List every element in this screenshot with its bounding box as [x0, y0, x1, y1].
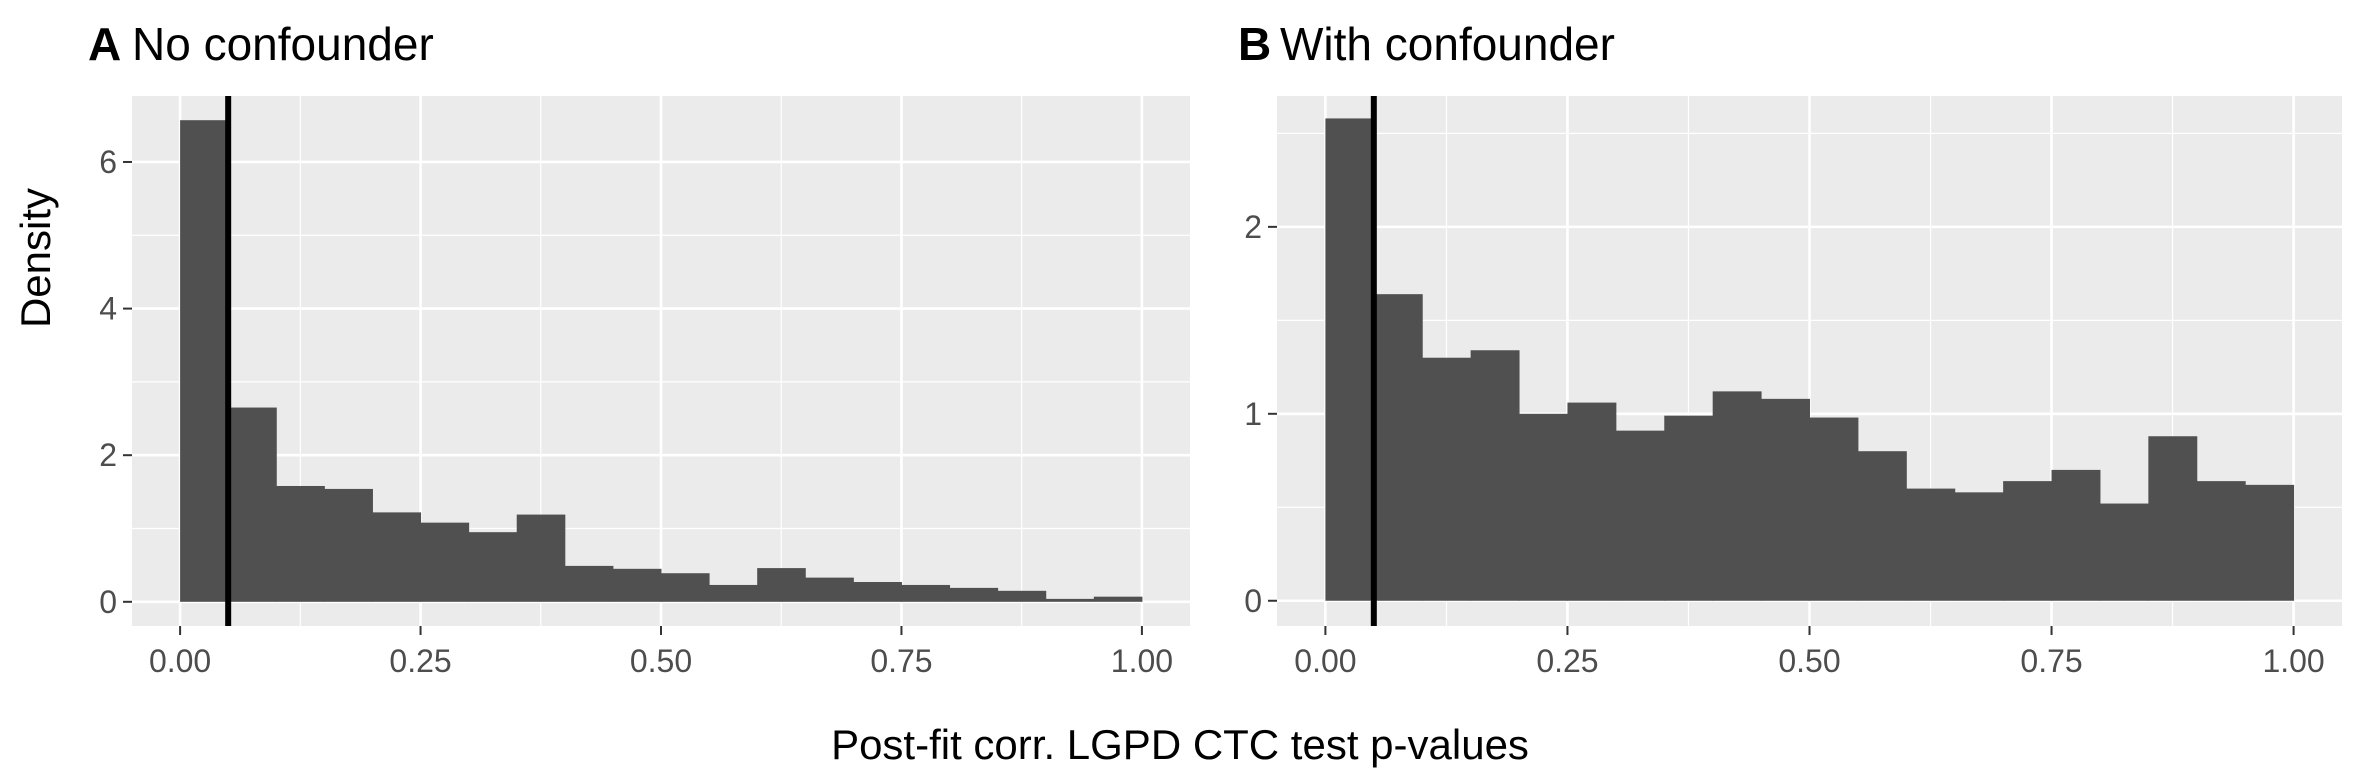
- histogram-bar: [709, 584, 758, 602]
- x-tick-label: 0.25: [1536, 643, 1598, 679]
- histogram-bar: [1373, 294, 1423, 601]
- panel-a: 0 2 4 6 0.00 0.25 0.50 0.75 1.00 A No confounder: [88, 18, 1190, 679]
- histogram-bar: [564, 565, 614, 602]
- y-tick-label: 2: [99, 437, 117, 473]
- histogram-bar: [757, 568, 806, 602]
- histogram-bar: [1422, 357, 1472, 601]
- x-tick-label: 0.00: [149, 643, 211, 679]
- x-tick-label: 1.00: [1111, 643, 1173, 679]
- panel-b: 0 1 2 0.00 0.25 0.50 0.75 1.00 B With confounder: [1238, 18, 2342, 679]
- histogram-bar: [1093, 596, 1143, 602]
- histogram-bar: [2003, 481, 2053, 601]
- panel-title: No confounder: [132, 18, 434, 70]
- panel-title: With confounder: [1280, 18, 1615, 70]
- histogram-bar: [324, 488, 373, 602]
- histogram-bar: [1664, 415, 1714, 601]
- histogram-bar: [228, 407, 277, 602]
- y-tick-label: 2: [1244, 209, 1262, 245]
- x-tick-label: 0.75: [870, 643, 932, 679]
- histogram-bar: [901, 584, 951, 602]
- histogram-bar: [612, 568, 662, 602]
- x-tick-label: 0.50: [630, 643, 692, 679]
- histogram-bar: [180, 120, 229, 602]
- histogram-bar: [2245, 484, 2295, 601]
- y-tick-label: 4: [99, 291, 117, 327]
- histogram-bar: [516, 514, 566, 602]
- y-tick-label: 1: [1244, 396, 1262, 432]
- histogram-bar: [1954, 492, 2004, 601]
- histogram-bar: [420, 522, 470, 602]
- histogram-bar: [1567, 402, 1617, 601]
- histogram-bar: [661, 573, 710, 602]
- x-tick-label: 0.00: [1294, 643, 1356, 679]
- histogram-bar: [1712, 391, 1762, 601]
- y-tick-label: 6: [99, 144, 117, 180]
- histogram-bar: [1761, 398, 1810, 601]
- y-tick-label: 0: [1244, 583, 1262, 619]
- x-tick-label: 0.75: [2020, 643, 2082, 679]
- histogram-bar: [468, 532, 518, 602]
- y-tick-label: 0: [99, 584, 117, 620]
- panel-tag: B: [1238, 18, 1271, 70]
- histogram-bar: [2099, 503, 2149, 601]
- histogram-bar: [1519, 413, 1568, 601]
- histogram-bar: [276, 485, 325, 602]
- histogram-bar: [1906, 488, 1956, 601]
- histogram-bar: [853, 582, 902, 602]
- x-tick-label: 0.50: [1778, 643, 1840, 679]
- histogram-bar: [2051, 469, 2101, 601]
- y-axis-title: Density: [12, 188, 59, 328]
- histogram-bar: [1857, 451, 1907, 601]
- x-tick-label: 1.00: [2262, 643, 2324, 679]
- histogram-bar: [1045, 598, 1095, 602]
- histogram-bar: [2148, 436, 2198, 601]
- histogram-bar: [1325, 118, 1375, 601]
- x-tick-label: 0.25: [389, 643, 451, 679]
- histogram-bar: [997, 590, 1047, 602]
- histogram-bar: [372, 512, 422, 602]
- x-axis-title: Post-fit corr. LGPD CTC test p-values: [831, 721, 1529, 768]
- panel-tag: A: [88, 18, 121, 70]
- histogram-bar: [1615, 430, 1665, 601]
- histogram-bar: [805, 577, 854, 602]
- histogram-bar: [949, 587, 999, 602]
- histogram-bar: [1470, 350, 1520, 601]
- histogram-bar: [1809, 417, 1859, 601]
- histogram-bar: [2196, 481, 2246, 601]
